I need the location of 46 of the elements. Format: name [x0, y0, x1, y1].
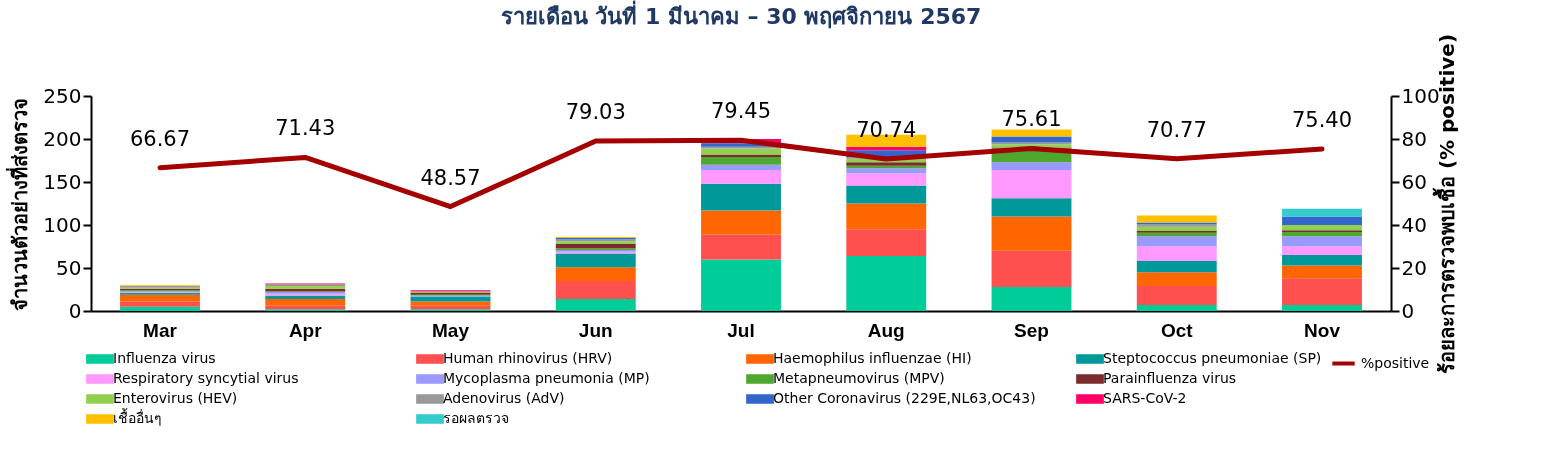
legend-label: Other Coronavirus (229E,NL63,OC43)	[773, 390, 1036, 406]
legend-label: เชื้ออื่นๆ	[113, 408, 162, 426]
y2-tick-label: 40	[1401, 212, 1427, 237]
x-tick-label: Mar	[143, 319, 178, 341]
y-tick-label: 0	[68, 298, 82, 323]
x-tick-label: Sep	[1014, 319, 1049, 341]
x-tick-label: Apr	[288, 319, 323, 341]
y-tick-label: 200	[43, 126, 82, 151]
legend-label: Parainfluenza virus	[1103, 370, 1237, 386]
data-label: 70.77	[1146, 117, 1207, 142]
legend-label: Mycoplasma pneumonia (MP)	[443, 370, 650, 386]
data-label: 71.43	[275, 116, 336, 141]
y2-tick-label: 0	[1401, 298, 1415, 323]
x-tick-label: Oct	[1160, 319, 1194, 341]
x-tick-label: Jun	[578, 319, 613, 341]
y2-tick-label: 80	[1401, 126, 1427, 151]
y2-tick-label: 100	[1401, 83, 1440, 108]
legend-label: Haemophilus influenzae (HI)	[773, 350, 972, 366]
legend-label: SARS-CoV-2	[1103, 390, 1187, 406]
y-tick-label: 150	[43, 169, 82, 194]
legend-label: Metapneumovirus (MPV)	[773, 370, 945, 386]
legend-label: Influenza virus	[113, 350, 216, 366]
y-tick-label: 50	[56, 255, 82, 280]
x-tick-label: Jul	[727, 319, 755, 341]
legend-label: Respiratory syncytial virus	[113, 370, 299, 386]
legend-label: Enterovirus (HEV)	[113, 390, 238, 406]
y-tick-label: 250	[43, 83, 82, 108]
data-label: 75.40	[1291, 107, 1353, 132]
x-tick-label: Aug	[867, 319, 905, 341]
chart-title: รายเดือน วันที่ 1 มีนาคม – 30 พฤศจิกายน 2567	[500, 0, 982, 30]
legend-label: รอผลตรวจ	[443, 410, 509, 426]
data-label: 66.67	[129, 126, 191, 151]
data-label: 79.45	[710, 99, 772, 124]
data-label: 48.57	[420, 165, 481, 190]
legend-label: Adenovirus (AdV)	[443, 390, 565, 406]
legend-label: %positive	[1361, 354, 1430, 371]
y2-tick-label: 20	[1401, 255, 1427, 280]
legend-label: Human rhinovirus (HRV)	[443, 350, 613, 366]
x-tick-label: Nov	[1304, 319, 1341, 341]
legend-label: Steptococcus pneumoniae (SP)	[1103, 350, 1322, 366]
y-tick-label: 100	[43, 212, 82, 237]
y-axis-title: จำนวนตัวอย่างที่ส่งตรวจ	[5, 97, 33, 311]
data-label: 75.61	[1001, 107, 1062, 132]
y2-tick-label: 60	[1401, 169, 1427, 194]
x-tick-label: May	[432, 319, 470, 341]
data-label: 79.03	[565, 100, 626, 125]
